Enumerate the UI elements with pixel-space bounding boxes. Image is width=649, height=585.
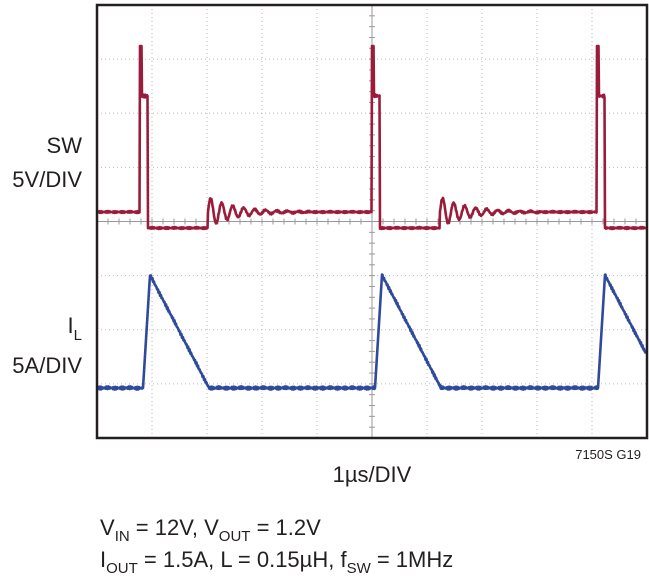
plot-frame	[95, 3, 649, 440]
figure-id: 7150S G19	[575, 447, 641, 462]
subscript: OUT	[106, 560, 138, 577]
subscript: SW	[347, 560, 372, 577]
graticule	[97, 5, 647, 438]
sw-scale: 5V/DIV	[12, 167, 82, 192]
text-run: = 1MHz	[371, 547, 454, 572]
il-sub: L	[74, 327, 82, 344]
text-run: I	[100, 547, 106, 572]
sw-label: SW	[47, 133, 83, 158]
il-main: I	[68, 313, 74, 338]
subscript: IN	[115, 528, 130, 545]
waveform	[96, 273, 648, 391]
il-label: IL	[68, 313, 82, 344]
condition-line: IOUT = 1.5A, L = 0.15µH, fSW = 1MHz	[100, 547, 453, 577]
text-run: = 1.2V	[250, 515, 321, 540]
text-run: = 12V, V	[130, 515, 219, 540]
text-run: = 1.5A, L = 0.15µH, f	[138, 547, 348, 572]
condition-line: VIN = 12V, VOUT = 1.2V	[100, 515, 321, 545]
text-run: V	[100, 515, 115, 540]
il-scale: 5A/DIV	[12, 353, 82, 378]
subscript: OUT	[219, 528, 251, 545]
waveform	[96, 44, 647, 231]
x-scale: 1µs/DIV	[333, 462, 412, 487]
traces	[96, 44, 648, 391]
